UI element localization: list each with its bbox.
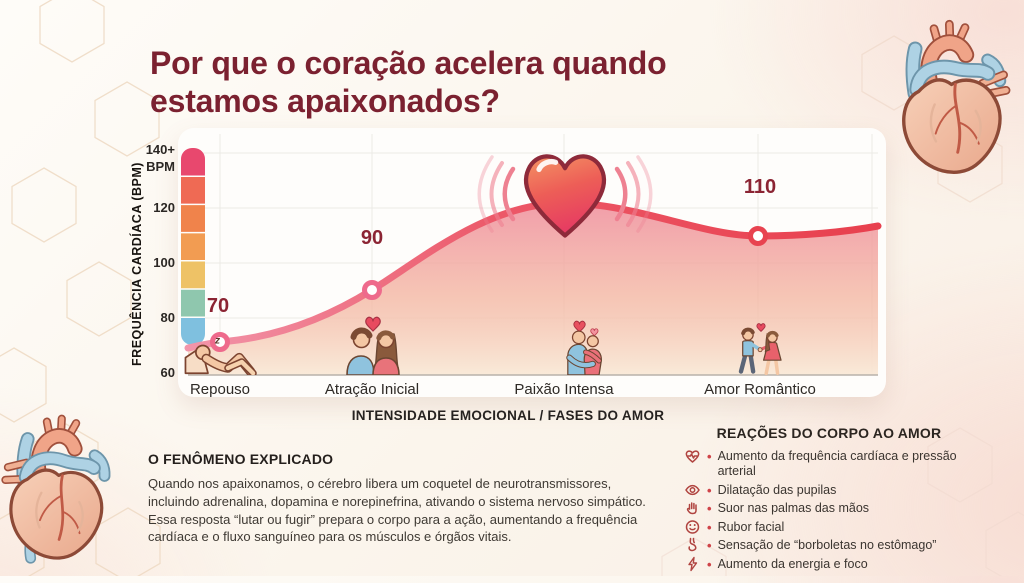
y-axis-label: FREQUÊNCIA CARDÍACA (BPM) [129, 162, 144, 366]
data-point-label-90: 90 [361, 227, 383, 249]
walking-couple-illustration [738, 323, 782, 375]
reaction-label: Rubor facial [717, 519, 785, 534]
x-axis-title: INTENSIDADE EMOCIONAL / FASES DO AMOR [351, 408, 665, 423]
bullet-dot: • [707, 501, 712, 516]
y-tick-80: 80 [161, 310, 175, 325]
y-tick-60: 60 [161, 365, 175, 380]
reaction-label: Suor nas palmas das mãos [717, 501, 870, 515]
data-point-amor [748, 226, 768, 246]
x-label-repouso: Repouso [190, 381, 250, 398]
sleep-z-glyph: z [214, 336, 221, 347]
data-point-label-70: 70 [207, 295, 229, 317]
bullet-dot: • [707, 519, 712, 535]
pulsing-heart-icon [477, 154, 653, 238]
data-point-repouso [210, 332, 230, 352]
page-title: Por que o coração acelera quando estamos… [150, 45, 667, 119]
explained-section: O FENÔMENO EXPLICADO Quando nos apaixona… [148, 451, 664, 546]
heart-pulse-icon [685, 450, 700, 463]
list-item: • Suor nas palmas das mãos [684, 501, 974, 516]
smiley-icon [685, 519, 700, 534]
lightning-icon [688, 556, 698, 571]
x-label-amor: Amor Romântico [704, 381, 816, 398]
heart-rate-chart: 70 90 110 z [129, 134, 882, 398]
hand-icon [686, 502, 697, 515]
reaction-label: Sensação de “borboletas no estômago” [717, 538, 937, 552]
eye-icon [685, 484, 700, 495]
y-tick-100: 100 [153, 255, 175, 270]
reaction-label: Dilatação das pupilas [717, 482, 837, 497]
bullet-dot: • [707, 538, 712, 553]
anatomical-heart-illustration [1, 414, 111, 564]
explained-body: Quando nos apaixonamos, o cérebro libera… [148, 476, 646, 545]
list-item: • Rubor facial [684, 520, 974, 535]
anatomical-heart-illustration [902, 19, 1011, 174]
data-point-atracao [362, 280, 382, 300]
explained-heading: O FENÔMENO EXPLICADO [148, 451, 334, 467]
list-item: • Aumento da energia e foco [684, 556, 974, 572]
y-tick-140: 140+ [146, 142, 176, 157]
attraction-couple-illustration [346, 316, 400, 375]
x-label-atracao: Atração Inicial [325, 381, 419, 398]
y-tick-120: 120 [153, 200, 175, 215]
list-item: • Dilatação das pupilas [684, 483, 974, 498]
list-item: • Aumento da frequência cardíaca e press… [684, 449, 974, 479]
x-label-paixao: Paixão Intensa [514, 381, 614, 398]
reactions-heading: REAÇÕES DO CORPO AO AMOR [716, 425, 942, 441]
bullet-dot: • [707, 556, 712, 572]
reaction-label: Aumento da energia e foco [717, 556, 868, 571]
data-point-label-110: 110 [744, 176, 776, 198]
bullet-dot: • [707, 482, 712, 498]
y-axis-unit: BPM [146, 159, 175, 174]
bullet-dot: • [707, 449, 712, 464]
reaction-label: Aumento da frequência cardíaca e pressão… [717, 449, 957, 478]
list-item: • Sensação de “borboletas no estômago” [684, 537, 974, 553]
reactions-section: REAÇÕES DO CORPO AO AMOR • Aumento da fr… [684, 425, 974, 575]
resting-person-illustration: z [184, 336, 257, 375]
stomach-icon [688, 537, 697, 552]
bpm-gradient-bar [181, 148, 205, 345]
hugging-couple-illustration [566, 320, 603, 375]
